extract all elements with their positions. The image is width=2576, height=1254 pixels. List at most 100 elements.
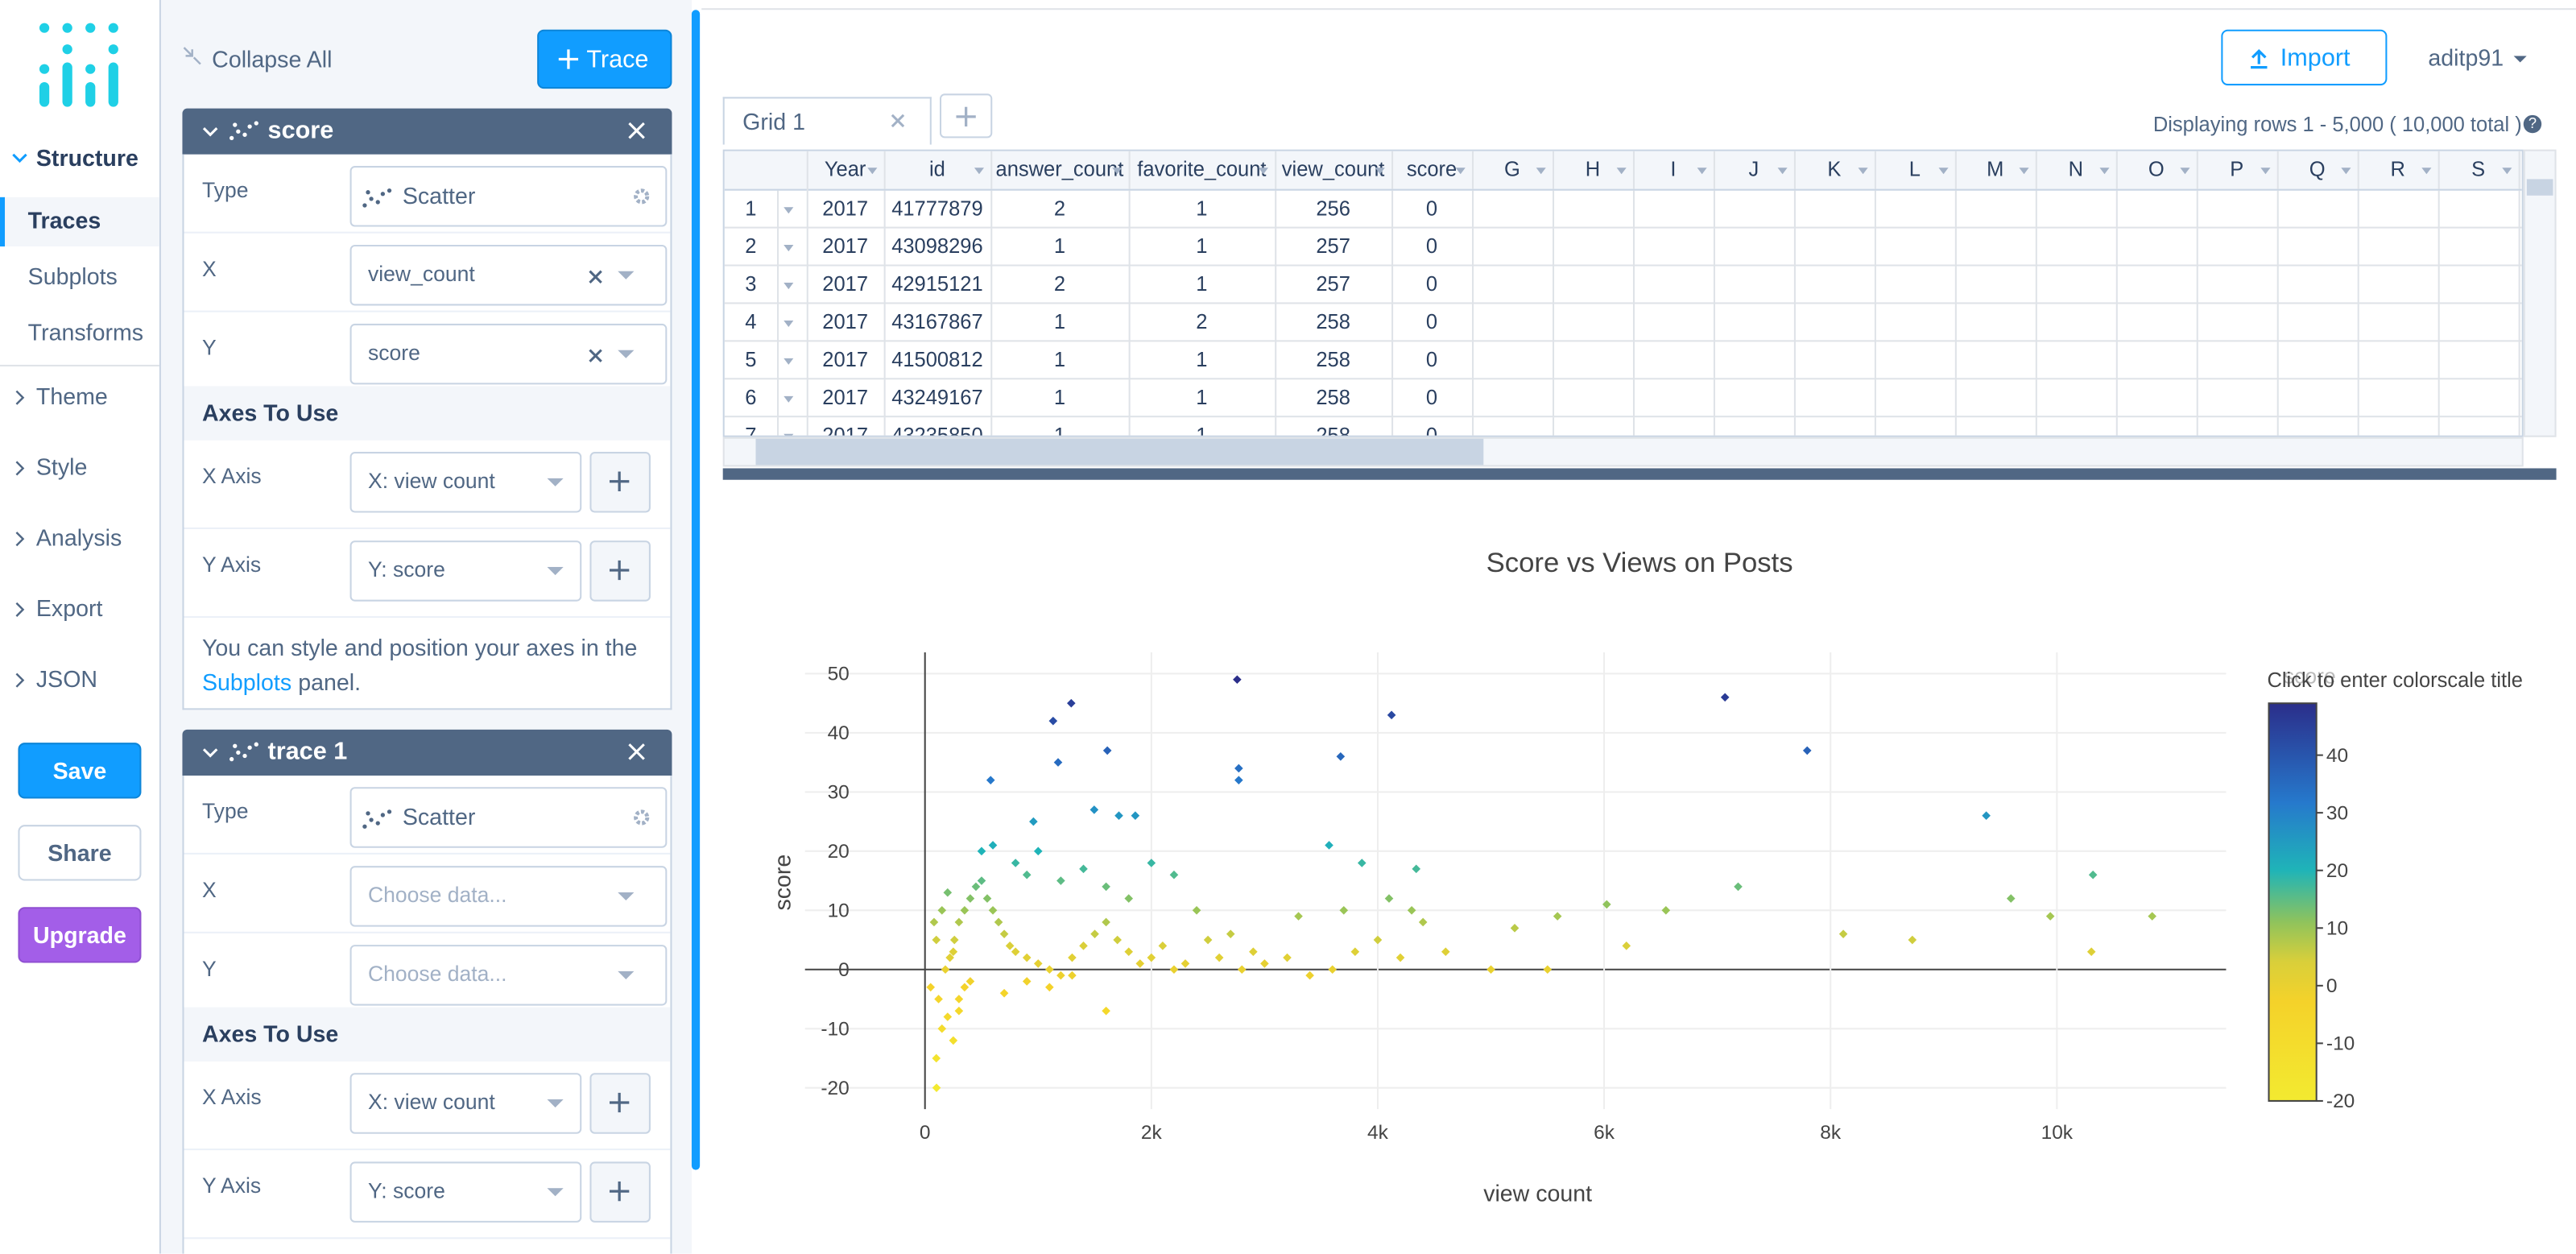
scatter-point [1090,805,1099,814]
scatter-point [1090,929,1099,938]
cell-border [2035,304,2037,342]
cell-border [1874,151,1876,189]
cell-border [2196,379,2198,418]
field-value[interactable]: Scatter [402,803,476,830]
field-value[interactable]: score [368,340,420,365]
field-value[interactable]: Choose data... [368,882,507,908]
cell-border [1632,151,1635,189]
collapse-all[interactable]: Collapse All [212,46,333,72]
nav-group[interactable]: Analysis [35,524,122,551]
cell-border [1793,341,1796,380]
add-trace-label[interactable]: Trace [586,46,649,74]
scatter-point [1045,983,1054,992]
nav-button[interactable]: Share [18,825,142,881]
scatter-point [1022,953,1032,962]
nav-button[interactable]: Upgrade [18,907,142,963]
cell-border [1472,379,1474,418]
field-box[interactable] [349,166,668,227]
grid-cell: 1 [1196,424,1208,437]
nav-button[interactable]: Save [18,743,142,799]
nav-group[interactable]: Export [35,594,103,622]
field-box[interactable] [349,787,668,848]
grid-cell: 258 [1316,386,1350,410]
v-scrollbar[interactable] [2523,149,2557,437]
cell-border [2357,190,2359,229]
scatter-point [960,983,970,992]
column-header: O [2148,157,2165,181]
scatter-point [2088,870,2098,879]
collapse-icon [183,47,201,65]
cell-border [1391,151,1394,189]
trace-header[interactable] [182,729,672,776]
field-box[interactable] [349,323,668,385]
nav-item[interactable]: Transforms [27,318,144,346]
cell-border [1632,190,1635,229]
colorbar-tick-label: -20 [2326,1091,2355,1112]
axis-value[interactable]: X: view count [368,1089,495,1115]
axis-dropdown[interactable] [349,1073,582,1134]
scatter-point [1203,935,1213,945]
cell-border [990,151,993,189]
nav-item[interactable]: Traces [27,207,101,234]
axis-value[interactable]: X: view count [368,468,495,494]
note-link[interactable]: Subplots [201,668,292,696]
column-header: Year [824,157,866,181]
axis-dropdown[interactable] [349,540,582,602]
scatter-point [2045,912,2055,921]
caret [2341,168,2351,175]
cell-border [2518,304,2520,342]
axis-value[interactable]: Y: score [368,557,445,582]
field-value[interactable]: view_count [368,261,475,286]
import-button[interactable] [2221,29,2388,86]
scatter-point [986,776,995,784]
cell-border [777,190,779,229]
field-value[interactable]: Choose data... [368,961,507,987]
axis-dropdown[interactable] [349,1161,582,1223]
axis-label: Y Axis [201,552,262,577]
nav-group[interactable]: JSON [35,665,98,692]
axis-value[interactable]: Y: score [368,1177,445,1203]
button-label[interactable]: Upgrade [32,921,126,949]
help-icon[interactable]: ? [2523,114,2542,134]
cell-border [1391,379,1394,418]
nav-group[interactable]: Style [35,453,88,480]
field-label: Y [201,956,217,981]
grid-cell: 1 [1196,272,1208,296]
user-menu[interactable]: aditp91 [2428,44,2504,71]
cell-border [1552,228,1555,267]
field-box[interactable] [349,866,668,927]
axis-dropdown[interactable] [349,452,582,513]
cell-border [2437,190,2440,229]
nav-section[interactable]: Structure [35,144,139,172]
sidebar [0,0,161,1254]
button-label[interactable]: Save [52,757,107,784]
nav-item[interactable]: Subplots [27,263,118,290]
scatter-point [941,965,950,975]
import-label[interactable]: Import [2280,44,2351,72]
nav-group[interactable]: Theme [35,383,108,410]
caret [1455,168,1466,175]
cell-border [1632,304,1635,342]
grid-tab-label[interactable]: Grid 1 [742,108,805,135]
splitter[interactable] [722,468,2557,480]
trace-name[interactable]: score [267,116,334,145]
trace-name[interactable]: trace 1 [267,738,348,766]
cell-border [1713,379,1715,418]
field-box[interactable] [349,945,668,1006]
button-label[interactable]: Share [48,839,112,867]
cell-border [1391,228,1394,267]
field-value[interactable]: Scatter [402,182,476,209]
trace-header[interactable] [182,108,672,155]
gear-icon [634,809,650,826]
scatter-point [965,977,975,986]
grid-cell: 2017 [822,386,869,410]
scatter-point [971,882,981,892]
field-box[interactable] [349,244,668,306]
field-row [184,310,671,312]
y-tick-label: -10 [821,1018,849,1040]
add-grid-button[interactable] [939,93,993,139]
scatter-point [1068,971,1077,980]
cell-border [806,190,808,229]
cell-border [883,228,886,267]
